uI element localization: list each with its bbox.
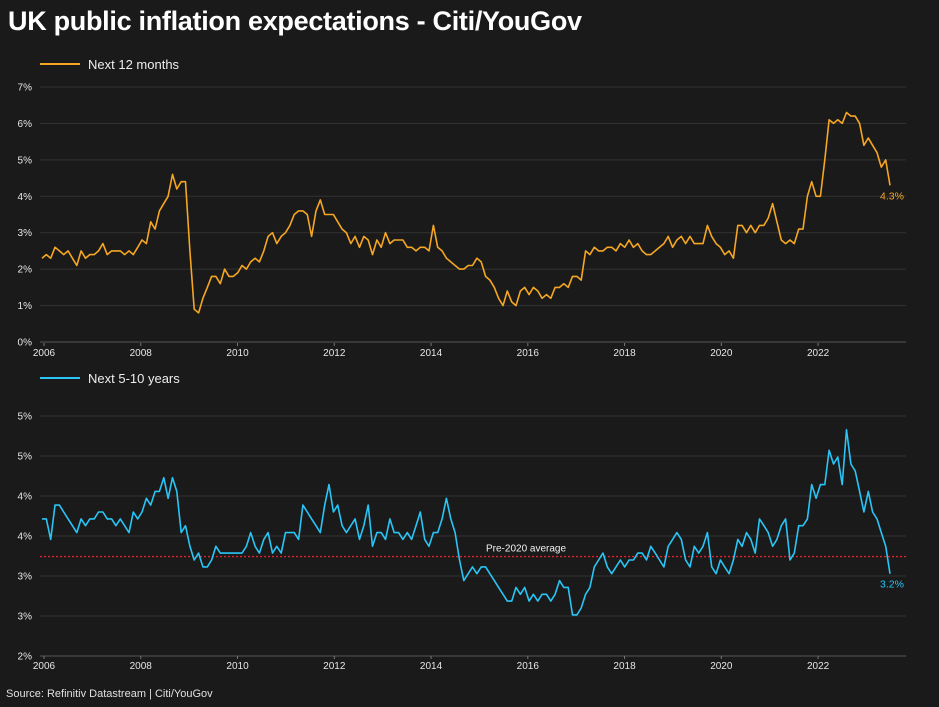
x-tick-label-2010: 2010 (226, 661, 249, 672)
chart1-series-line (41, 111, 891, 314)
chart2-y-axis: 2% 3% 3% 4% 4% 5% 5% (18, 412, 33, 663)
y-tick-label: 5% (18, 412, 33, 423)
x-tick-label-2018: 2018 (613, 661, 636, 672)
y-tick-label: 7% (18, 83, 33, 94)
chart2-x-axis: 2006 2008 2010 2012 2014 2016 2018 2020 2022 (33, 656, 830, 672)
chart1-x-axis: 2006 2008 2010 2012 2014 2016 2018 2020 2022 (33, 343, 830, 359)
chart1-legend-label: Next 12 months (88, 57, 180, 72)
chart2-series-line (42, 428, 891, 616)
x-tick-label-2014: 2014 (420, 661, 443, 672)
chart2-end-label: 3.2% (880, 579, 904, 591)
x-tick-label-2020: 2020 (710, 348, 733, 359)
chart1-end-label: 4.3% (880, 190, 904, 202)
chart-next-5-10-years: 2%3%3%4%4%5%5% 2006 2008 2010 2012 2014 2016 2… (18, 371, 906, 672)
y-tick-label: 2% (18, 265, 33, 276)
y-tick-label: 3% (18, 612, 33, 623)
x-tick-label-2008: 2008 (130, 348, 153, 359)
x-tick-label-2020: 2020 (710, 661, 733, 672)
x-tick-label-2016: 2016 (517, 661, 540, 672)
x-tick-label-2006: 2006 (33, 348, 56, 359)
x-tick-label-2022: 2022 (807, 661, 830, 672)
y-tick-label: 6% (18, 119, 33, 130)
chart2-legend-label: Next 5-10 years (88, 371, 180, 386)
source-note: Source: Refinitiv Datastream | Citi/YouG… (6, 688, 213, 700)
x-tick-label-2016: 2016 (517, 348, 540, 359)
x-tick-label-2008: 2008 (130, 661, 153, 672)
y-tick-label: 4% (18, 192, 33, 203)
pre-2020-average-label: Pre-2020 average (486, 544, 566, 555)
x-tick-label-2014: 2014 (420, 348, 443, 359)
y-tick-label: 3% (18, 228, 33, 239)
chart2-gridlines (40, 415, 906, 657)
x-tick-label-2022: 2022 (807, 348, 830, 359)
y-tick-label: 5% (18, 452, 33, 463)
y-tick-label: 5% (18, 155, 33, 166)
chart1-gridlines (40, 86, 906, 343)
x-tick-label-2006: 2006 (33, 661, 56, 672)
y-tick-label: 0% (18, 338, 33, 349)
y-tick-label: 1% (18, 301, 33, 312)
page-title: UK public inflation expectations - Citi/… (8, 6, 582, 36)
y-tick-label: 2% (18, 652, 33, 663)
x-tick-label-2010: 2010 (226, 348, 249, 359)
y-tick-label: 4% (18, 492, 33, 503)
x-tick-label-2018: 2018 (613, 348, 636, 359)
x-tick-label-2012: 2012 (323, 661, 346, 672)
x-tick-label-2012: 2012 (323, 348, 346, 359)
y-tick-label: 4% (18, 532, 33, 543)
chart-next-12-months: 0% 1% 2% 3% 4% 5% 6% 7% 2006 2008 2010 2012 2014 201… (18, 57, 906, 359)
y-tick-label: 3% (18, 572, 33, 583)
chart1-y-axis: 0% 1% 2% 3% 4% 5% 6% 7% (18, 83, 33, 349)
